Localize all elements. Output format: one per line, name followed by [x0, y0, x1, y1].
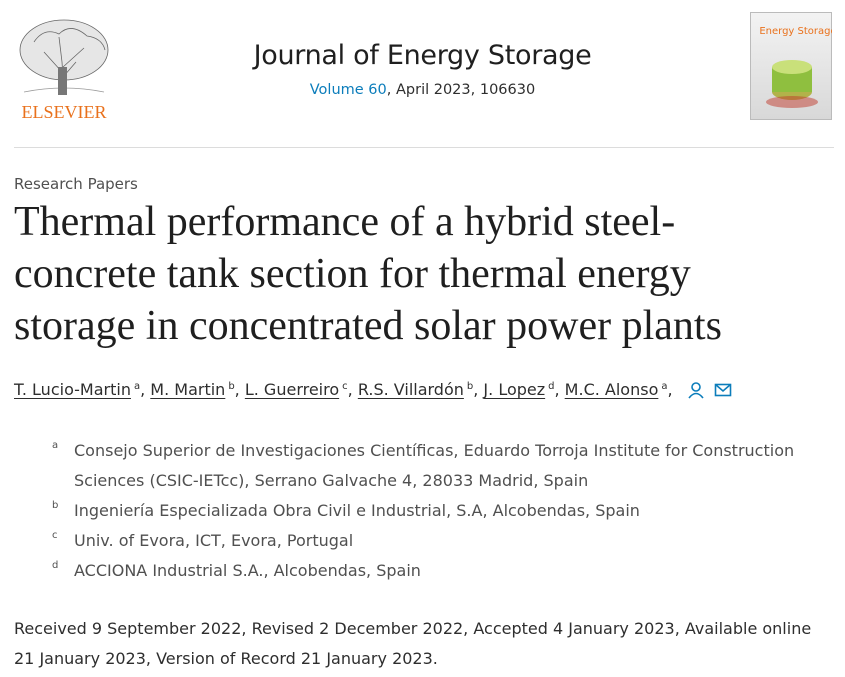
author-name[interactable]: M.C. Alonso	[564, 380, 659, 399]
cover-title-text: Energy Storage	[759, 26, 832, 37]
affiliation-text: Consejo Superior de Investigaciones Cien…	[74, 441, 795, 490]
affiliation-list: a Consejo Superior de Investigaciones Cie…	[52, 436, 842, 586]
author-entry: J. Lopez d	[483, 380, 564, 399]
affiliation-text: ACCIONA Industrial S.A., Alcobendas, Spa…	[74, 561, 421, 580]
affiliation: a Consejo Superior de Investigaciones Cie…	[52, 436, 842, 496]
author-affiliation-mark: a	[661, 381, 668, 392]
issue-details: , April 2023, 106630	[386, 82, 536, 98]
author-entry: L. Guerreiro c	[245, 380, 358, 399]
volume-link[interactable]: Volume 60	[309, 82, 387, 98]
author-name[interactable]: T. Lucio-Martin	[14, 380, 131, 399]
author-affiliation-mark: b	[466, 381, 474, 392]
author-entry: T. Lucio-Martin a	[14, 380, 150, 399]
author-name[interactable]: L. Guerreiro	[244, 380, 340, 399]
author-name[interactable]: M. Martin	[150, 380, 226, 399]
article-title: Thermal performance of a hybrid steel-co…	[14, 199, 722, 349]
publisher-logo: ELSEVIER	[19, 19, 109, 122]
author-email-icon[interactable]	[714, 381, 732, 399]
affiliation: d ACCIONA Industrial S.A., Alcobendas, Sp…	[52, 556, 842, 586]
author-name[interactable]: R.S. Villardón	[357, 380, 464, 399]
affiliation: c Univ. of Evora, ICT, Evora, Portugal	[52, 526, 842, 556]
affiliation-label: d	[52, 560, 59, 571]
author-list: T. Lucio-MartinaM. MartinbL. GuerreirocR…	[14, 380, 732, 399]
author-affiliation-mark: b	[228, 381, 235, 392]
author-entry: M. Martin b	[150, 380, 245, 399]
article-section: Research Papers	[14, 175, 138, 193]
author-profile-icon[interactable]	[687, 381, 705, 399]
header-divider	[14, 147, 834, 148]
affiliation-label: c	[52, 530, 58, 541]
issue-info: Volume 60, April 2023, 106630	[0, 82, 845, 98]
author-affiliation-mark: c	[342, 381, 348, 392]
author-name[interactable]: J. Lopez	[483, 380, 546, 399]
author-entry: M.C. Alonso a	[565, 380, 678, 399]
affiliation-text: Ingeniería Especializada Obra Civil e In…	[74, 501, 640, 520]
affiliation-text: Univ. of Evora, ICT, Evora, Portugal	[74, 531, 354, 550]
journal-title[interactable]: Journal of Energy Storage	[253, 40, 592, 71]
cover-title: Energy Storage	[759, 26, 832, 37]
affiliation: b Ingeniería Especializada Obra Civil e I…	[52, 496, 842, 526]
affiliation-label: a	[52, 440, 59, 451]
author-entry: R.S. Villardón b	[358, 380, 484, 399]
author-affiliation-mark: d	[548, 381, 555, 392]
article-dates: Received 9 September 2022, Revised 2 Dec…	[14, 619, 812, 668]
affiliation-label: b	[52, 500, 59, 511]
journal-cover[interactable]: Energy Storage	[750, 12, 832, 120]
publisher-name: ELSEVIER	[22, 102, 107, 122]
author-affiliation-mark: a	[133, 381, 141, 392]
